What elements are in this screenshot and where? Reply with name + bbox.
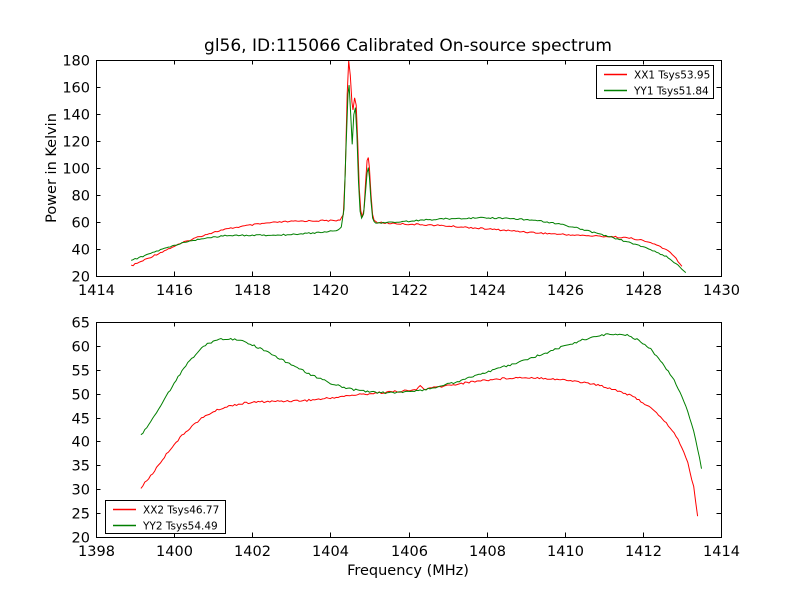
y-tick-label: 120 xyxy=(62,135,90,151)
series-xx2-curve xyxy=(140,376,699,517)
x-tick-label: 1404 xyxy=(312,544,349,560)
x-tick-label: 1426 xyxy=(547,283,584,299)
x-tick-label: 1416 xyxy=(156,283,193,299)
y-tick-label: 65 xyxy=(72,316,90,332)
x-tick-label: 1402 xyxy=(234,544,271,560)
y-tick-label: 25 xyxy=(72,507,90,523)
x-tick-label: 1422 xyxy=(391,283,428,299)
x-tick-label: 1414 xyxy=(78,283,115,299)
x-axis-label-bottom: Frequency (MHz) xyxy=(347,563,469,579)
legend-label-yy2: YY2 Tsys54.49 xyxy=(142,521,218,533)
y-tick-label: 40 xyxy=(72,243,90,259)
y-tick-label: 60 xyxy=(72,340,90,356)
series-yy2-curve xyxy=(140,333,702,469)
y-tick-label: 80 xyxy=(72,189,90,205)
x-tick-label: 1410 xyxy=(547,544,584,560)
y-tick-label: 160 xyxy=(62,81,90,97)
y-tick-label: 140 xyxy=(62,108,90,124)
legend-label-xx1: XX1 Tsys53.95 xyxy=(634,70,710,82)
x-tick-label: 1412 xyxy=(625,544,662,560)
y-tick-label: 100 xyxy=(62,162,90,178)
x-tick-label: 1428 xyxy=(625,283,662,299)
y-tick-label: 20 xyxy=(72,531,90,547)
legend-bottom: XX2 Tsys46.77 YY2 Tsys54.49 xyxy=(105,500,226,534)
y-tick-label: 55 xyxy=(72,364,90,380)
x-tick-label: 1400 xyxy=(156,544,193,560)
y-tick-label: 50 xyxy=(72,388,90,404)
y-axis-label-top: Power in Kelvin xyxy=(44,113,60,223)
legend-top: XX1 Tsys53.95 YY1 Tsys51.84 xyxy=(596,65,714,99)
y-tick-label: 60 xyxy=(72,216,90,232)
legend-top-box xyxy=(596,65,714,99)
x-tick-label: 1408 xyxy=(469,544,506,560)
x-tick-label: 1406 xyxy=(391,544,428,560)
plot-title: gl56, ID:115066 Calibrated On-source spe… xyxy=(204,36,612,56)
y-tick-label: 20 xyxy=(72,270,90,286)
y-tick-label: 45 xyxy=(72,412,90,428)
x-tick-label: 1414 xyxy=(703,544,740,560)
legend-label-yy1: YY1 Tsys51.84 xyxy=(633,86,709,98)
x-tick-label: 1420 xyxy=(312,283,349,299)
y-tick-label: 35 xyxy=(72,459,90,475)
legend-label-xx2: XX2 Tsys46.77 xyxy=(143,505,219,517)
y-tick-label: 180 xyxy=(62,54,90,70)
x-tick-label: 1430 xyxy=(703,283,740,299)
y-tick-label: 30 xyxy=(72,483,90,499)
x-tick-label: 1418 xyxy=(234,283,271,299)
legend-bottom-box xyxy=(105,500,226,534)
y-tick-label: 40 xyxy=(72,435,90,451)
x-tick-label: 1398 xyxy=(78,544,115,560)
x-tick-label: 1424 xyxy=(469,283,506,299)
series-xx1-curve xyxy=(131,60,683,267)
axes-layer: 1414 1416 1418 1420 1422 1424 1426 1428 1430 20 40… xyxy=(62,54,740,561)
series-yy1-curve xyxy=(131,85,687,273)
